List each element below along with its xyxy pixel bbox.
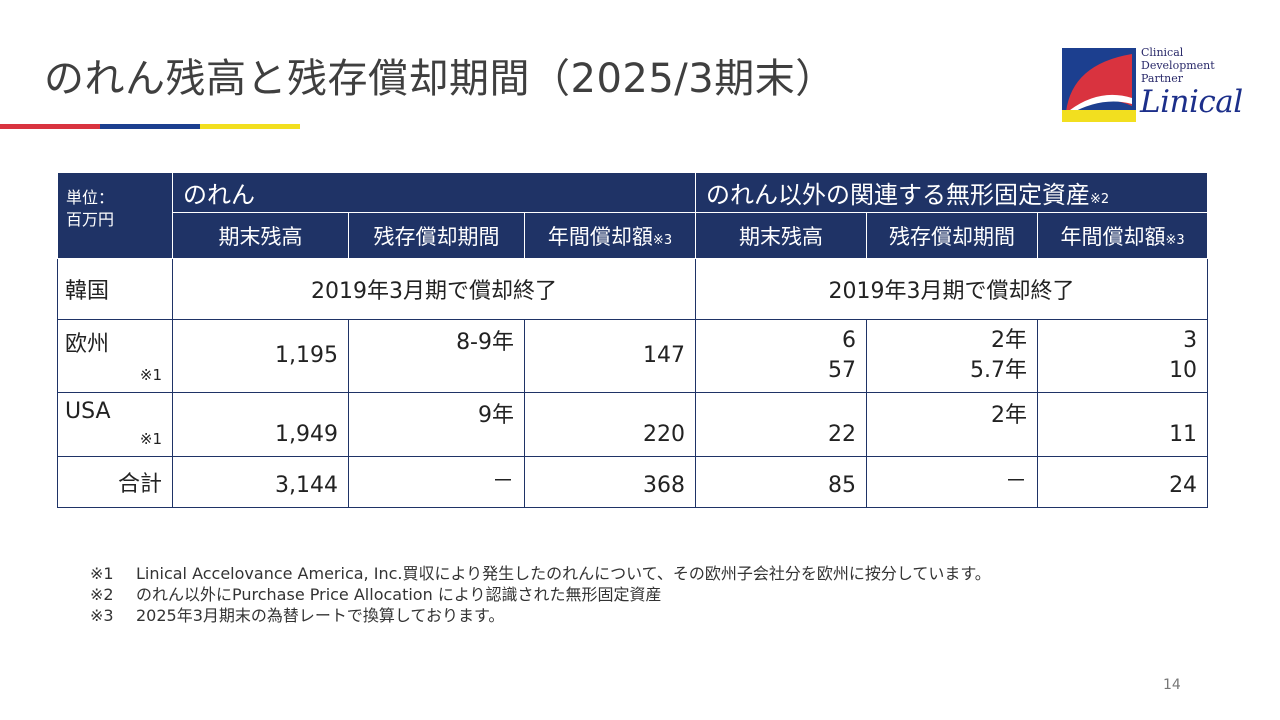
footnote-3-text: 2025年3月期末の為替レートで換算しております。 [136,606,505,625]
total-goodwill-period: － [348,456,525,508]
intangibles-group-note: ※2 [1090,192,1110,207]
col-intangibles-annual: 年間償却額※3 [1037,212,1209,259]
logo-tagline-development: Development [1141,59,1215,72]
logo-tagline-clinical: Clinical [1141,46,1184,59]
col-goodwill-annual: 年間償却額※3 [523,212,697,259]
europe-intangibles-balance: 6 57 [695,319,868,393]
goodwill-table: 単位： 百万円 のれん のれん以外の関連する無形固定資産※2 期末残高 残存償却… [57,172,1209,508]
total-intangibles-annual: 24 [1037,456,1209,508]
europe-intangibles-balance-2: 57 [828,358,857,383]
unit-header: 単位： 百万円 [57,172,173,259]
usa-intangibles-period: 2年 [866,392,1039,457]
total-goodwill-balance: 3,144 [172,456,349,508]
europe-intangibles-annual-1: 3 [1183,328,1198,353]
logo-mark-icon [1062,48,1136,122]
intangibles-group-header: のれん以外の関連する無形固定資産※2 [695,172,1209,213]
logo-tagline-partner: Partner [1141,72,1183,85]
footnote-3-mark: ※3 [90,606,114,625]
col-goodwill-annual-label: 年間償却額 [547,224,653,249]
unit-label-line1: 単位： [66,188,115,207]
korea-goodwill-status: 2019年3月期で償却終了 [171,258,697,320]
europe-goodwill-balance: 1,195 [172,319,349,393]
total-intangibles-period: － [866,456,1039,508]
europe-intangibles-annual-2: 10 [1169,358,1198,383]
footnote-2-mark: ※2 [90,585,114,604]
col-intangibles-balance: 期末残高 [695,212,868,259]
footnote-1-mark: ※1 [90,564,114,583]
unit-label-line2: 百万円 [66,210,115,229]
row-mark-europe: ※1 [139,366,162,384]
footnote-2: ※2 のれん以外にPurchase Price Allocation により認識さ… [90,584,991,605]
usa-intangibles-balance: 22 [695,392,868,457]
table-row-europe: 欧州 ※1 1,195 8-9年 147 6 57 2年 5.7年 3 10 [57,319,1209,393]
table-row-korea: 韓国 2019年3月期で償却終了 2019年3月期で償却終了 [57,258,1209,320]
korea-intangibles-status: 2019年3月期で償却終了 [695,258,1209,320]
linical-logo: Clinical Development Partner Linical [1062,44,1262,124]
col-goodwill-period: 残存償却期間 [348,212,525,259]
usa-goodwill-balance: 1,949 [172,392,349,457]
total-intangibles-balance: 85 [695,456,868,508]
col-intangibles-annual-label: 年間償却額 [1060,224,1166,249]
footnote-1: ※1 Linical Accelovance America, Inc.買収により… [90,563,991,584]
row-label-usa-text: USA [65,399,111,424]
row-label-usa: USA ※1 [57,392,173,457]
accent-bar-blue [100,124,200,129]
accent-bar-red [0,124,100,129]
usa-goodwill-period: 9年 [348,392,525,457]
europe-intangibles-annual: 3 10 [1037,319,1209,393]
europe-intangibles-period-1: 2年 [991,328,1028,353]
col-goodwill-annual-note: ※3 [652,232,673,248]
col-goodwill-balance: 期末残高 [172,212,349,259]
logo-wordmark: Linical [1140,84,1243,120]
europe-goodwill-annual: 147 [523,319,697,393]
accent-bar-yellow [200,124,300,129]
europe-intangibles-period: 2年 5.7年 [866,319,1039,393]
row-mark-usa: ※1 [139,430,162,448]
row-label-korea: 韓国 [57,258,173,320]
footnote-2-text: のれん以外にPurchase Price Allocation により認識された… [136,585,662,604]
europe-intangibles-balance-1: 6 [842,328,857,353]
page-title: のれん残高と残存償却期間（2025/3期末） [44,56,836,102]
page-number: 14 [1163,677,1181,693]
row-label-total: 合計 [57,456,173,508]
col-intangibles-period: 残存償却期間 [866,212,1039,259]
row-label-europe-text: 欧州 [65,332,110,357]
row-label-europe: 欧州 ※1 [57,319,173,393]
footnotes: ※1 Linical Accelovance America, Inc.買収により… [90,563,991,626]
footnote-1-text: Linical Accelovance America, Inc.買収により発生… [136,564,991,583]
europe-goodwill-period: 8-9年 [348,319,525,393]
col-intangibles-annual-note: ※3 [1165,232,1185,248]
usa-goodwill-annual: 220 [523,392,697,457]
footnote-3: ※3 2025年3月期末の為替レートで換算しております。 [90,605,991,626]
usa-intangibles-annual: 11 [1037,392,1209,457]
goodwill-group-header: のれん [171,172,697,213]
total-goodwill-annual: 368 [523,456,697,508]
intangibles-group-label: のれん以外の関連する無形固定資産 [706,181,1091,209]
europe-intangibles-period-2: 5.7年 [970,358,1028,383]
goodwill-group-label: のれん [183,181,255,209]
table-row-usa: USA ※1 1,949 9年 220 22 2年 11 [57,392,1209,457]
table-row-total: 合計 3,144 － 368 85 － 24 [57,456,1209,508]
